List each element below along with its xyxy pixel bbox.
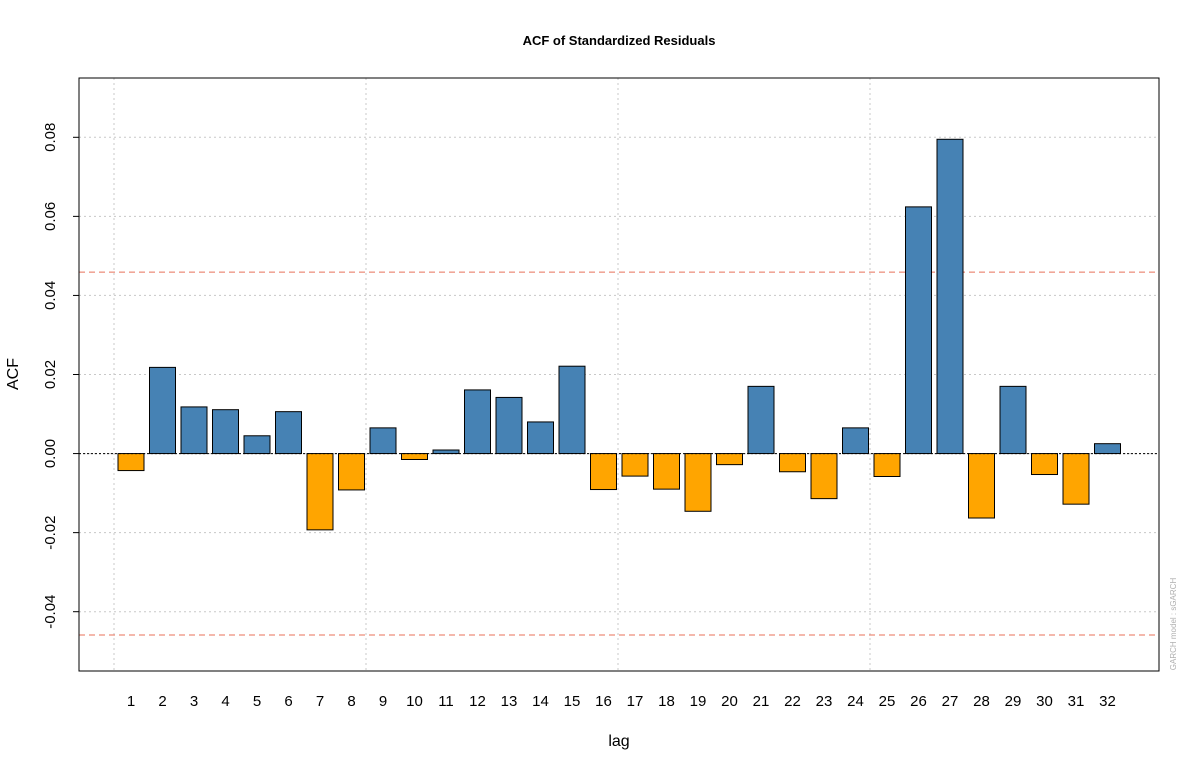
y-axis-ticks: -0.04 -0.02 0.00 0.02 0.04 0.06 0.08 [42,123,79,629]
bar-lag-26 [905,206,932,455]
bar-lag-32 [1094,443,1121,455]
bar-lag-12 [464,389,491,455]
bar-lag-20 [716,453,743,466]
x-tick-label: 10 [406,693,423,710]
x-tick-label: 16 [595,693,612,710]
confidence-bounds [79,271,1159,636]
y-tick-label: 0.02 [42,360,59,389]
bar-lag-23 [810,453,838,500]
x-tick-label: 26 [910,693,927,710]
x-tick-label: 25 [879,693,896,710]
x-axis-label: lag [608,733,629,750]
x-tick-label: 23 [816,693,833,710]
x-tick-label: 19 [690,693,707,710]
x-tick-label: 3 [190,693,198,710]
bar-lag-3 [180,406,208,455]
chart-title: ACF of Standardized Residuals [523,33,716,48]
bar-lag-1 [117,453,145,472]
y-tick-label: -0.04 [42,595,59,629]
bar-lag-31 [1062,453,1090,505]
bar-lag-18 [653,453,680,490]
bar-lag-29 [999,385,1027,455]
grid-lines [79,78,1159,671]
bar-lag-2 [149,366,176,455]
bar-lag-13 [495,396,523,455]
x-tick-label: 12 [469,693,486,710]
x-axis-ticks: 1 2 3 4 5 6 7 8 9 10 11 12 13 14 15 16 17 18 19 20 21 22 23 24 2… [127,693,1116,710]
y-tick-label: 0.08 [42,123,59,152]
bars [117,138,1121,531]
x-tick-label: 15 [564,693,581,710]
bar-lag-24 [842,427,869,455]
x-tick-label: 17 [627,693,644,710]
bar-lag-16 [590,453,617,491]
bar-lag-14 [527,421,554,455]
bar-lag-30 [1031,453,1058,476]
x-tick-label: 6 [284,693,292,710]
bar-lag-15 [558,365,586,455]
x-tick-label: 29 [1005,693,1022,710]
x-tick-label: 28 [973,693,990,710]
bar-lag-27 [936,138,964,455]
x-tick-label: 5 [253,693,261,710]
x-tick-label: 8 [347,693,355,710]
bar-lag-22 [779,453,806,473]
x-tick-label: 20 [721,693,738,710]
x-tick-label: 2 [158,693,166,710]
bar-lag-8 [338,453,365,491]
x-tick-label: 1 [127,693,135,710]
bar-lag-6 [275,411,302,455]
x-tick-label: 14 [532,693,549,710]
bar-lag-21 [747,385,775,455]
x-tick-label: 24 [847,693,864,710]
x-tick-label: 7 [316,693,324,710]
y-tick-label: 0.04 [42,281,59,310]
y-axis-label: ACF [5,358,22,390]
bar-lag-28 [968,453,995,519]
x-tick-label: 30 [1036,693,1053,710]
x-tick-label: 31 [1068,693,1085,710]
bar-lag-19 [684,453,712,512]
x-tick-label: 18 [658,693,675,710]
y-tick-label: -0.02 [42,516,59,550]
x-tick-label: 27 [942,693,959,710]
bar-lag-10 [401,453,428,460]
x-tick-label: 21 [753,693,770,710]
bar-lag-17 [621,453,649,477]
bar-lag-25 [873,453,901,477]
x-tick-label: 4 [221,693,229,710]
bar-lag-5 [243,435,271,455]
bar-lag-7 [306,453,334,531]
x-tick-label: 13 [501,693,518,710]
bar-lag-9 [369,427,397,455]
x-tick-label: 32 [1099,693,1116,710]
y-tick-label: 0.06 [42,202,59,231]
x-tick-label: 9 [379,693,387,710]
x-tick-label: 22 [784,693,801,710]
watermark-text: GARCH model : sGARCH [1169,578,1178,671]
y-tick-label: 0.00 [42,439,59,468]
x-tick-label: 11 [438,693,454,710]
bar-lag-11 [432,449,460,455]
bar-lag-4 [212,409,239,455]
